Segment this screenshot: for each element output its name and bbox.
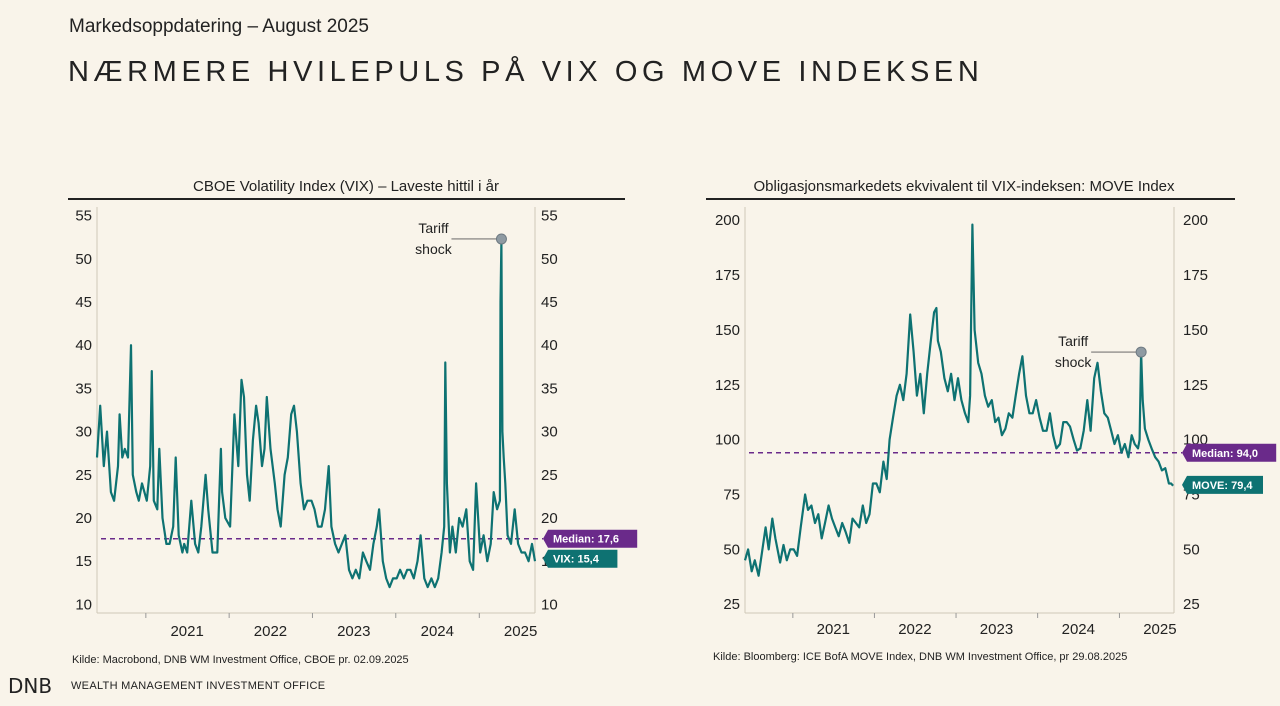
move-ytick-right: 175 bbox=[1183, 267, 1208, 284]
vix-chart-title: CBOE Volatility Index (VIX) – Laveste hi… bbox=[193, 178, 499, 195]
footer-office: WEALTH MANAGEMENT INVESTMENT OFFICE bbox=[71, 680, 326, 692]
vix-ytick-right: 50 bbox=[541, 251, 558, 268]
move-last-value-tag bbox=[1182, 475, 1263, 494]
vix-xtick-label: 2022 bbox=[254, 623, 287, 640]
vix-annotation-line2: shock bbox=[415, 241, 453, 257]
vix-ytick-right: 40 bbox=[541, 337, 558, 354]
vix-ytick-left: 15 bbox=[75, 553, 92, 570]
move-median-tag bbox=[1182, 443, 1277, 462]
move-annotation-line2: shock bbox=[1055, 354, 1093, 370]
vix-ytick-right: 30 bbox=[541, 424, 558, 441]
vix-last-value-label: VIX: 15,4 bbox=[553, 554, 600, 566]
move-ytick-left: 100 bbox=[715, 432, 740, 449]
vix-title-rule bbox=[68, 198, 625, 200]
vix-ytick-left: 30 bbox=[75, 424, 92, 441]
vix-ytick-right: 45 bbox=[541, 294, 558, 311]
move-annotation-marker bbox=[1135, 346, 1147, 358]
move-ytick-right: 50 bbox=[1183, 541, 1200, 558]
vix-median-tag bbox=[543, 529, 638, 548]
move-xtick-label: 2023 bbox=[980, 621, 1013, 638]
vix-series-line bbox=[95, 240, 537, 589]
move-ytick-left: 25 bbox=[723, 596, 740, 613]
vix-chart: 1010151520202525303035354040454550505555… bbox=[75, 207, 638, 640]
vix-xtick-label: 2021 bbox=[170, 623, 203, 640]
vix-source: Kilde: Macrobond, DNB WM Investment Offi… bbox=[72, 654, 409, 666]
move-median-label: Median: 94,0 bbox=[1192, 448, 1258, 460]
move-source: Kilde: Bloomberg: ICE BofA MOVE Index, D… bbox=[713, 651, 1128, 663]
vix-xtick-label: 2023 bbox=[337, 623, 370, 640]
vix-ytick-left: 20 bbox=[75, 510, 92, 527]
move-title-rule bbox=[706, 198, 1235, 200]
vix-ytick-left: 55 bbox=[75, 208, 92, 225]
move-chart-title: Obligasjonsmarkedets ekvivalent til VIX-… bbox=[753, 178, 1175, 195]
move-ytick-left: 175 bbox=[715, 267, 740, 284]
vix-ytick-left: 50 bbox=[75, 251, 92, 268]
vix-annotation-marker bbox=[495, 233, 507, 245]
vix-median-label: Median: 17,6 bbox=[553, 534, 619, 546]
move-annotation-line1: Tariff bbox=[1058, 333, 1088, 349]
move-ytick-left: 200 bbox=[715, 212, 740, 229]
move-ytick-left: 150 bbox=[715, 322, 740, 339]
move-last-value-label: MOVE: 79,4 bbox=[1192, 480, 1253, 492]
page-title: NÆRMERE HVILEPULS PÅ VIX OG MOVE INDEKSE… bbox=[68, 56, 984, 88]
vix-xtick-label: 2025 bbox=[504, 623, 537, 640]
vix-ytick-right: 10 bbox=[541, 596, 558, 613]
vix-ytick-left: 45 bbox=[75, 294, 92, 311]
vix-ytick-right: 55 bbox=[541, 208, 558, 225]
move-ytick-left: 125 bbox=[715, 377, 740, 394]
move-xtick-label: 2024 bbox=[1062, 621, 1095, 638]
move-ytick-right: 150 bbox=[1183, 322, 1208, 339]
move-ytick-right: 125 bbox=[1183, 377, 1208, 394]
vix-ytick-left: 35 bbox=[75, 380, 92, 397]
vix-ytick-left: 25 bbox=[75, 467, 92, 484]
vix-ytick-left: 10 bbox=[75, 596, 92, 613]
move-ytick-left: 75 bbox=[723, 486, 740, 503]
move-xtick-label: 2021 bbox=[817, 621, 850, 638]
page-subtitle: Markedsoppdatering – August 2025 bbox=[69, 16, 369, 37]
move-ytick-right: 200 bbox=[1183, 212, 1208, 229]
vix-ytick-right: 20 bbox=[541, 510, 558, 527]
move-ytick-right: 25 bbox=[1183, 596, 1200, 613]
move-series-line bbox=[743, 223, 1174, 577]
vix-xtick-label: 2024 bbox=[421, 623, 454, 640]
dnb-logo: DNB bbox=[8, 674, 53, 698]
move-xtick-label: 2022 bbox=[898, 621, 931, 638]
vix-annotation-line1: Tariff bbox=[418, 220, 448, 236]
vix-last-value-tag bbox=[543, 549, 618, 568]
vix-ytick-right: 35 bbox=[541, 380, 558, 397]
vix-ytick-left: 40 bbox=[75, 337, 92, 354]
move-xtick-label: 2025 bbox=[1143, 621, 1176, 638]
move-ytick-left: 50 bbox=[723, 541, 740, 558]
vix-ytick-right: 25 bbox=[541, 467, 558, 484]
